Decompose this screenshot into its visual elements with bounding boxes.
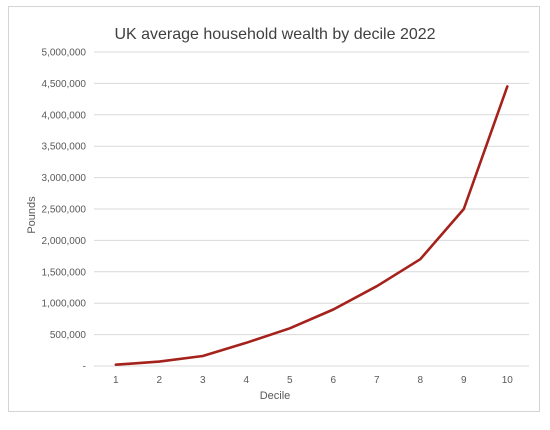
y-tick-label: 3,000,000 <box>42 173 87 184</box>
chart-title: UK average household wealth by decile 20… <box>114 26 435 43</box>
y-tick-label: 3,500,000 <box>42 142 87 153</box>
line-chart: UK average household wealth by decile 20… <box>26 26 529 402</box>
x-tick-label: 4 <box>243 375 249 386</box>
y-tick-labels: - 500,000 1,000,000 1,500,000 2,000,000 2,500… <box>42 48 87 373</box>
y-tick-label: 4,500,000 <box>42 79 87 90</box>
x-tick-label: 10 <box>502 375 514 386</box>
series-layer <box>114 85 509 367</box>
x-tick-label: 3 <box>200 375 206 386</box>
chart-frame: UK average household wealth by decile 20… <box>8 6 540 412</box>
y-tick-label: 500,000 <box>50 330 87 341</box>
y-tick-label: 2,000,000 <box>42 236 87 247</box>
x-tick-label: 5 <box>287 375 293 386</box>
y-tick-label: 5,000,000 <box>42 48 87 59</box>
y-tick-label: - <box>83 362 86 373</box>
x-tick-label: 7 <box>374 375 380 386</box>
x-tick-label: 1 <box>113 375 119 386</box>
x-axis-label: Decile <box>260 390 291 402</box>
x-tick-label: 2 <box>156 375 162 386</box>
x-tick-label: 6 <box>330 375 336 386</box>
x-tick-label: 9 <box>461 375 467 386</box>
gridlines <box>94 51 529 367</box>
y-tick-label: 1,000,000 <box>42 299 87 310</box>
y-tick-label: 1,500,000 <box>42 267 87 278</box>
y-tick-label: 2,500,000 <box>42 205 87 216</box>
y-tick-label: 4,000,000 <box>42 110 87 121</box>
x-tick-label: 8 <box>417 375 423 386</box>
x-tick-labels: 1 2 3 4 5 6 7 8 9 10 <box>113 375 513 386</box>
series-line <box>114 85 509 367</box>
y-axis-label: Pounds <box>26 196 38 234</box>
